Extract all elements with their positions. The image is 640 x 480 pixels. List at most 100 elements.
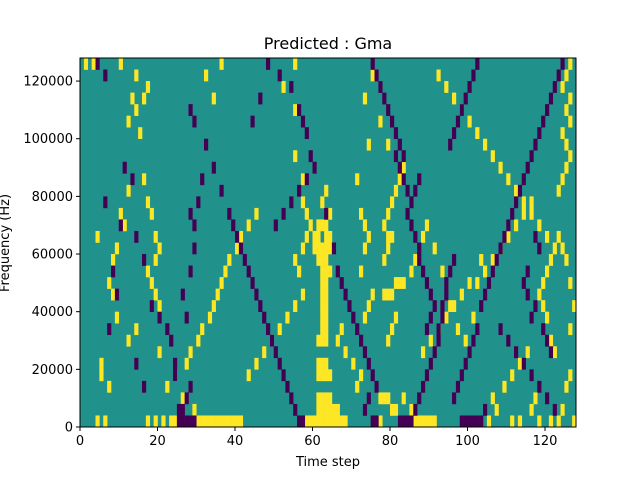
y-tick-label: 120000 [23,75,73,90]
heatmap-cell-high [328,415,333,428]
heatmap-cell-low [424,323,430,336]
heatmap-cell-high [211,300,216,312]
heatmap-cell-high [397,277,402,289]
heatmap-cell-high [95,415,100,428]
heatmap-cell-high [545,311,550,324]
heatmap-cell-low [413,403,418,416]
heatmap-cell-high [386,207,391,220]
heatmap-cell-high [370,69,375,82]
heatmap-cell-low [401,173,406,186]
heatmap-cell-high [490,392,495,405]
heatmap-cell-high [413,415,418,428]
heatmap-cell-low [537,380,542,393]
heatmap-cell-low [165,323,170,336]
heatmap-cell-high [393,403,399,416]
heatmap-cell-high [421,346,426,359]
heatmap-cell-low [548,346,554,359]
heatmap-cell-high [107,277,112,289]
heatmap-cell-high [103,415,108,428]
heatmap-cell-high [359,369,364,382]
heatmap-cell-high [122,219,127,232]
y-tick-label: 0 [65,421,73,436]
heatmap-cell-high [293,300,298,312]
heatmap-cell-high [142,173,147,186]
heatmap-cell-high [409,403,414,416]
heatmap-cell-high [320,254,325,266]
heatmap-cell-low [413,230,418,243]
heatmap-cell-low [289,392,294,405]
heatmap-cell-low [440,300,445,312]
heatmap-cell-low [176,403,182,416]
heatmap-cell-high [99,369,104,382]
heatmap-cell-low [471,69,476,82]
heatmap-cell-high [316,392,321,405]
heatmap-cell-low [432,346,437,359]
heatmap-cell-low [184,311,189,324]
y-tick-label: 100000 [23,132,73,147]
heatmap-cell-low [339,277,344,289]
heatmap-cell-low [545,392,550,405]
heatmap-cell-low [537,242,542,255]
heatmap-cell-low [347,300,352,312]
heatmap-cell-high [378,415,383,428]
heatmap-cell-high [145,415,151,428]
heatmap-cell-low [382,92,387,105]
heatmap-cell-high [320,392,325,405]
heatmap-cell-low [273,346,278,359]
heatmap-cell-high [304,415,309,428]
heatmap-cell-low [188,104,193,116]
heatmap-cell-low [134,230,139,243]
heatmap-cell-low [494,254,499,266]
heatmap-cell-high [568,150,573,163]
heatmap-cell-high [227,415,232,428]
heatmap-cell-high [173,415,178,428]
heatmap-cell-low [204,138,209,151]
heatmap-cell-low [266,58,271,70]
heatmap-cell-high [328,265,333,278]
heatmap-cell-low [142,380,147,393]
heatmap-cell-high [130,92,135,105]
heatmap-cell-low [362,346,368,359]
heatmap-cell-low [390,115,395,128]
chart-title: Predicted : Gma [264,34,392,53]
heatmap-cell-low [188,380,193,393]
heatmap-cell-high [324,392,329,405]
heatmap-cell-low [401,415,406,428]
heatmap-cell-low [192,242,197,255]
heatmap-cell-low [227,207,232,220]
heatmap-cell-low [300,415,306,428]
heatmap-cell-high [196,415,201,428]
heatmap-cell-low [281,207,286,220]
heatmap-cell-low [258,92,263,105]
heatmap-cell-high [316,415,321,428]
heatmap-cell-low [293,403,298,416]
heatmap-cell-low [312,161,317,174]
heatmap-cell-low [533,230,538,243]
heatmap-cell-high [432,415,437,428]
heatmap-cell-high [517,415,523,428]
x-tick-label: 60 [304,434,321,449]
heatmap-cell-high [180,392,185,405]
heatmap-cell-high [378,115,383,128]
heatmap-cell-low [432,300,437,312]
heatmap-cell-low [235,230,240,243]
heatmap-cell-high [393,184,399,197]
heatmap-cell-high [114,242,120,255]
heatmap-cell-high [215,415,220,428]
heatmap-cell-high [238,415,244,428]
x-axis: 0 20 40 60 80 100 120 [76,427,557,449]
heatmap-cell-low [521,277,526,289]
heatmap-cell-high [475,277,480,289]
heatmap-cell-low [308,150,313,163]
heatmap-cell-high [362,219,368,232]
heatmap-cell-low [421,265,426,278]
heatmap-cell-high [362,242,368,255]
heatmap-cell-low [436,323,441,336]
heatmap-cell-high [320,323,325,336]
heatmap-cell-low [355,323,360,336]
heatmap-cell-low [521,173,526,186]
heatmap-cell-high [316,357,321,370]
heatmap-cell-low [374,69,379,82]
heatmap-cell-high [486,415,492,428]
heatmap-cell-low [405,415,410,428]
